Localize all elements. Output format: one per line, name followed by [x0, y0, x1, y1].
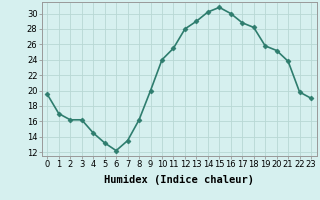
X-axis label: Humidex (Indice chaleur): Humidex (Indice chaleur) — [104, 175, 254, 185]
